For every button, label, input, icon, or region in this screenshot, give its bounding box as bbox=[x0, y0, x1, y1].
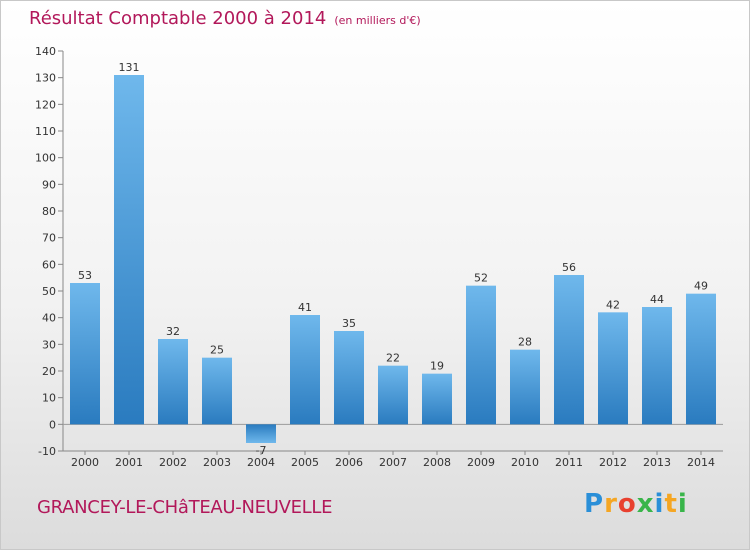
bar-2001[interactable] bbox=[114, 75, 144, 425]
y-tick-label: 80 bbox=[42, 205, 56, 218]
commune-name: GRANCEY-LE-CHâTEAU-NEUVELLE bbox=[37, 497, 333, 518]
y-tick-label: 60 bbox=[42, 258, 56, 271]
y-tick-label: 140 bbox=[35, 45, 56, 58]
y-tick-label: 100 bbox=[35, 152, 56, 165]
logo-letter: i bbox=[677, 489, 688, 519]
y-tick-label: 110 bbox=[35, 125, 56, 138]
y-tick-label: 120 bbox=[35, 98, 56, 111]
bar-2005[interactable] bbox=[290, 315, 320, 425]
data-label-2003: 25 bbox=[210, 344, 224, 357]
x-tick-label: 2001 bbox=[115, 456, 143, 469]
data-label-2013: 44 bbox=[650, 293, 664, 306]
logo-letter: x bbox=[636, 489, 655, 519]
y-tick-label: 50 bbox=[42, 285, 56, 298]
data-label-2008: 19 bbox=[430, 360, 444, 373]
bar-2010[interactable] bbox=[510, 349, 540, 425]
x-tick-label: 2012 bbox=[599, 456, 627, 469]
y-tick-label: 30 bbox=[42, 338, 56, 351]
y-tick-label: 40 bbox=[42, 312, 56, 325]
chart-title: Résultat Comptable 2000 à 2014 (en millie… bbox=[29, 8, 421, 29]
bar-2006[interactable] bbox=[334, 331, 364, 425]
y-tick-label: 20 bbox=[42, 365, 56, 378]
label-layer: 53 131 32 25 -7 41 35 22 19 52 28 56 42 44 49 bbox=[78, 61, 708, 457]
y-tick-label: 10 bbox=[42, 392, 56, 405]
logo-letter: r bbox=[604, 489, 618, 519]
x-tick-label: 2004 bbox=[247, 456, 275, 469]
bar-2000[interactable] bbox=[70, 283, 100, 425]
x-tick-label: 2007 bbox=[379, 456, 407, 469]
bar-2008[interactable] bbox=[422, 373, 452, 425]
x-tick-label: 2010 bbox=[511, 456, 539, 469]
y-tick-label: -10 bbox=[38, 445, 56, 458]
data-label-2011: 56 bbox=[562, 261, 576, 274]
proxiti-logo[interactable]: Proxiti bbox=[584, 489, 688, 519]
data-label-2014: 49 bbox=[694, 280, 708, 293]
bar-2013[interactable] bbox=[642, 307, 672, 425]
data-label-2012: 42 bbox=[606, 298, 620, 311]
data-label-2009: 52 bbox=[474, 272, 488, 285]
data-label-2005: 41 bbox=[298, 301, 312, 314]
bar-layer bbox=[70, 75, 716, 443]
bar-2004[interactable] bbox=[246, 424, 276, 443]
x-tick-label: 2006 bbox=[335, 456, 363, 469]
y-tick-label: 130 bbox=[35, 72, 56, 85]
data-label-2002: 32 bbox=[166, 325, 180, 338]
data-label-2006: 35 bbox=[342, 317, 356, 330]
x-tick-label: 2011 bbox=[555, 456, 583, 469]
x-tick-label: 2002 bbox=[159, 456, 187, 469]
bar-2003[interactable] bbox=[202, 357, 232, 425]
bar-2014[interactable] bbox=[686, 293, 716, 425]
data-label-2010: 28 bbox=[518, 336, 532, 349]
x-tick-label: 2013 bbox=[643, 456, 671, 469]
x-tick-label: 2005 bbox=[291, 456, 319, 469]
data-label-2001: 131 bbox=[119, 61, 140, 74]
y-tick-label: 0 bbox=[49, 418, 56, 431]
data-label-2000: 53 bbox=[78, 269, 92, 282]
logo-letter: o bbox=[617, 489, 637, 519]
data-label-2004: -7 bbox=[256, 444, 267, 457]
x-tick-label: 2009 bbox=[467, 456, 495, 469]
y-tick-label: 90 bbox=[42, 178, 56, 191]
logo-letter: P bbox=[584, 489, 605, 519]
x-tick-label: 2003 bbox=[203, 456, 231, 469]
bar-2009[interactable] bbox=[466, 285, 496, 425]
bar-2011[interactable] bbox=[554, 275, 584, 425]
bar-2002[interactable] bbox=[158, 339, 188, 425]
logo-letter: i bbox=[654, 489, 665, 519]
chart-subtitle: (en milliers d'€) bbox=[334, 14, 421, 27]
x-tick-label: 2000 bbox=[71, 456, 99, 469]
bar-2007[interactable] bbox=[378, 365, 408, 425]
bar-2012[interactable] bbox=[598, 312, 628, 425]
y-tick-label: 70 bbox=[42, 232, 56, 245]
x-tick-label: 2014 bbox=[687, 456, 715, 469]
x-tick-label: 2008 bbox=[423, 456, 451, 469]
logo-letter: t bbox=[664, 489, 678, 519]
chart-title-text: Résultat Comptable 2000 à 2014 bbox=[29, 8, 327, 29]
data-label-2007: 22 bbox=[386, 352, 400, 365]
